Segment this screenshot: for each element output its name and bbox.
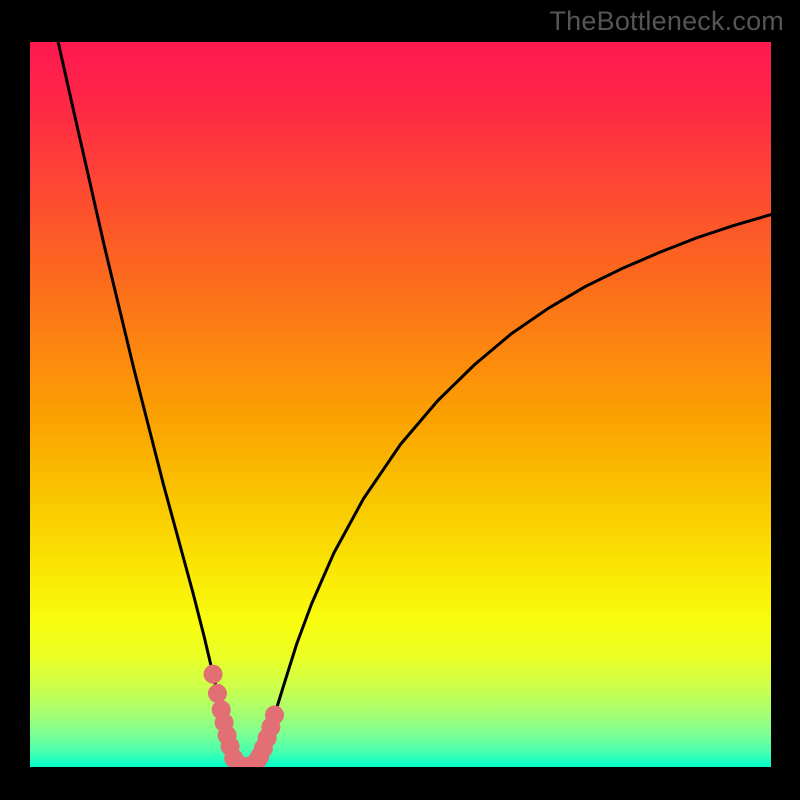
highlight-dots [204, 665, 285, 767]
curve-layer [30, 42, 771, 767]
plot-area [30, 42, 771, 767]
chart-frame: TheBottleneck.com [0, 0, 800, 800]
highlight-dot [208, 684, 227, 703]
highlight-dot [204, 665, 223, 684]
bottleneck-curve [58, 42, 771, 767]
highlight-dot [265, 706, 284, 725]
watermark-text: TheBottleneck.com [549, 6, 784, 37]
